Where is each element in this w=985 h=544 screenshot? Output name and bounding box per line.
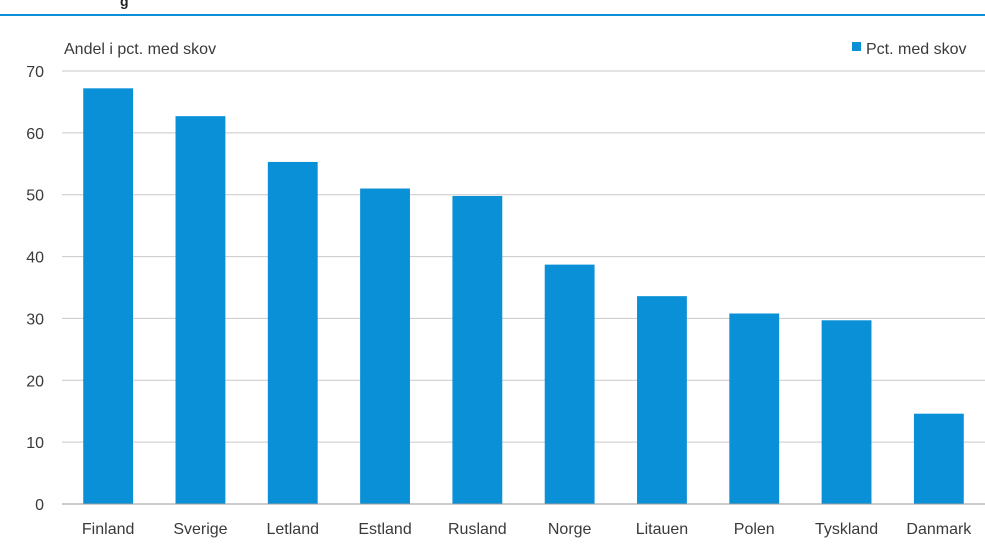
x-tick-label: Letland — [267, 521, 320, 538]
bar-finland — [83, 88, 134, 504]
legend-label: Pct. med skov — [866, 41, 966, 58]
x-tick-label: Norge — [548, 521, 592, 538]
y-tick-label: 70 — [26, 64, 44, 81]
x-tick-label: Finland — [82, 521, 134, 538]
x-tick-label: Litauen — [636, 521, 689, 538]
chart-heading-fragment: g — [120, 0, 129, 9]
bars — [83, 88, 964, 505]
legend-swatch — [852, 42, 861, 51]
x-tick-label: Polen — [734, 521, 775, 538]
x-tick-label: Rusland — [448, 521, 507, 538]
x-tick-label: Tyskland — [815, 521, 878, 538]
bar-tyskland — [821, 320, 872, 504]
bar-sverige — [175, 116, 226, 505]
bar-litauen — [637, 296, 687, 504]
y-tick-label: 10 — [26, 435, 44, 452]
y-tick-label: 50 — [26, 188, 44, 205]
bar-norge — [544, 264, 595, 504]
y-tick-label: 20 — [26, 373, 44, 390]
axes: 0 10 20 30 40 50 60 70 Finland Sverige Letland Estl… — [26, 64, 985, 538]
y-tick-label: 60 — [26, 126, 44, 143]
bar-rusland — [452, 195, 503, 505]
bar-estland — [360, 188, 410, 504]
bar-danmark — [913, 413, 964, 504]
legend: Pct. med skov — [852, 41, 966, 58]
y-axis-title: Andel i pct. med skov — [64, 41, 216, 58]
bar-polen — [729, 313, 780, 504]
x-tick-label: Danmark — [906, 521, 972, 538]
x-tick-label: Sverige — [173, 521, 227, 538]
x-tick-label: Estland — [358, 521, 411, 538]
y-tick-label: 30 — [26, 311, 44, 328]
bar-letland — [267, 161, 318, 504]
y-tick-label: 0 — [35, 497, 44, 514]
y-tick-label: 40 — [26, 250, 44, 267]
